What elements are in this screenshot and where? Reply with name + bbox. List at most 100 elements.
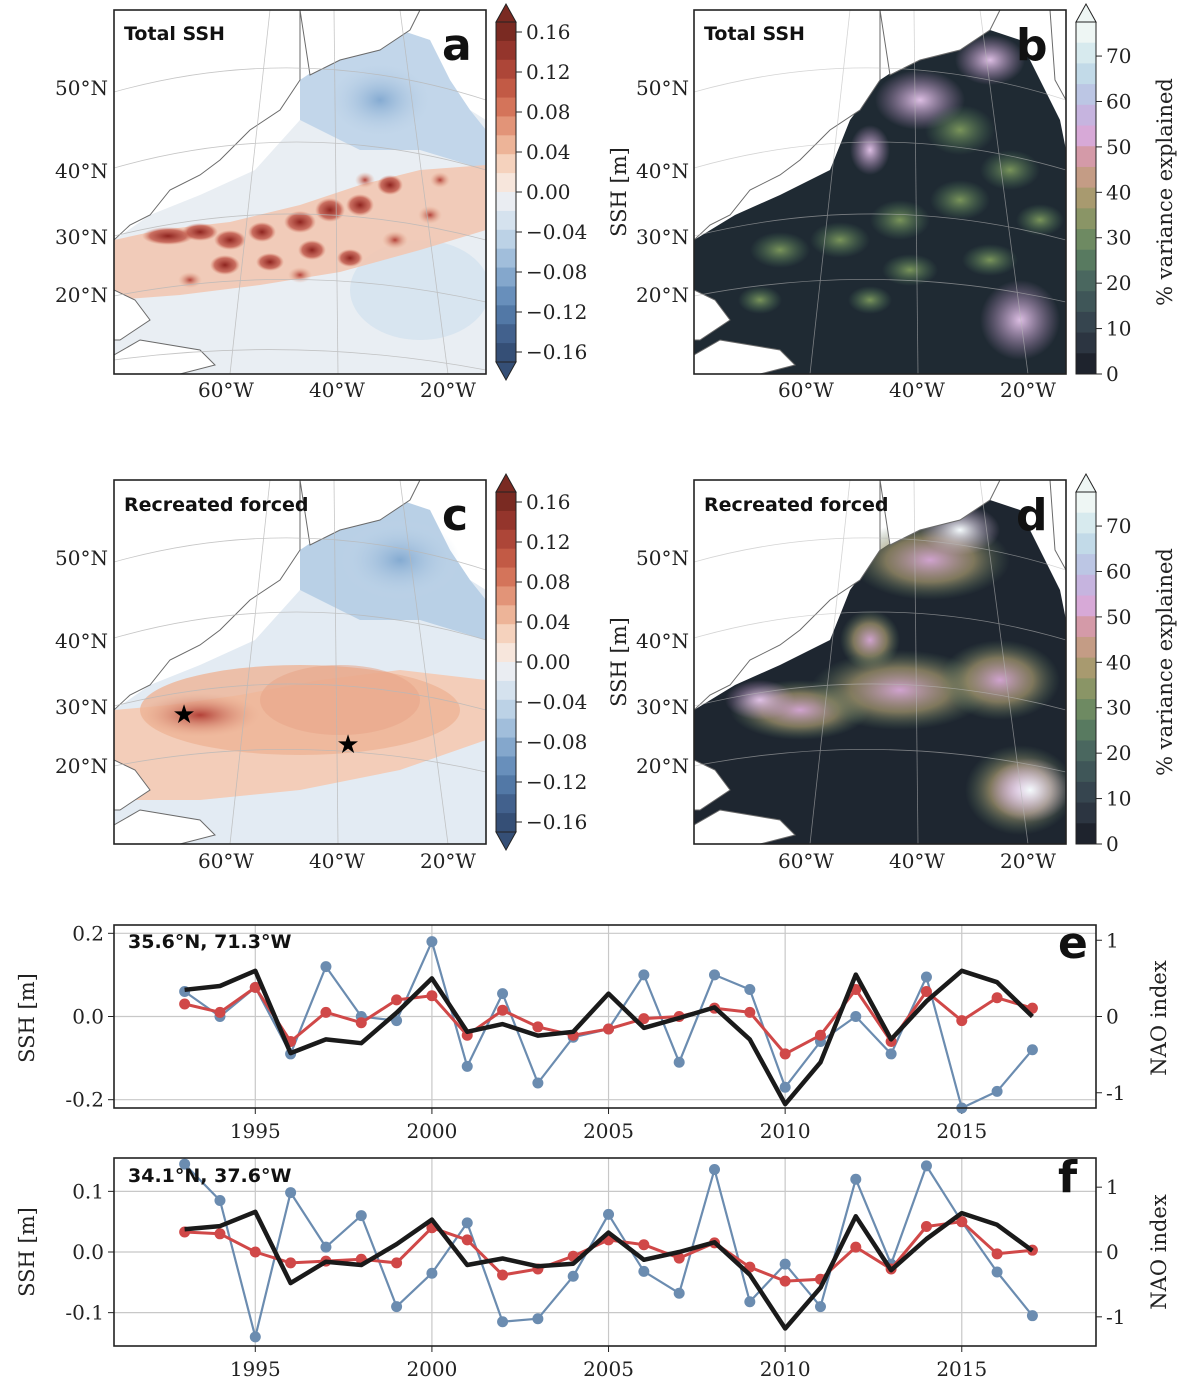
data-point-series-0 bbox=[497, 1316, 509, 1328]
data-point-series-0 bbox=[673, 1056, 685, 1068]
y2-tick-label: -1 bbox=[1106, 1081, 1125, 1105]
colorbar-swatch bbox=[1076, 802, 1096, 824]
lon-labels-b: 60°W 40°W 20°W bbox=[778, 378, 1056, 402]
colorbar-tick-label: −0.04 bbox=[526, 220, 587, 244]
colorbar-tick-label: 20 bbox=[1106, 741, 1131, 765]
colorbar-swatch bbox=[1076, 781, 1096, 804]
y2-tick-label: 0 bbox=[1106, 1240, 1119, 1264]
map-panel-a bbox=[113, 9, 487, 375]
colorbar-extend-bottom bbox=[495, 831, 517, 852]
data-point-series-0 bbox=[214, 1194, 226, 1206]
data-point-series-1 bbox=[497, 1269, 509, 1281]
data-point-series-0 bbox=[426, 1267, 438, 1279]
colorbar-swatch bbox=[1076, 42, 1096, 64]
data-point-series-0 bbox=[603, 1208, 615, 1220]
data-point-series-0 bbox=[814, 1301, 826, 1313]
lon-label: 20°W bbox=[420, 849, 476, 873]
lat-label: 40°N bbox=[55, 159, 108, 183]
colorbar-swatch bbox=[496, 286, 516, 306]
timeseries-panel-e: 1995 2000 2005 2010 2015 0.2 0.0 -0.2 1 0 -1 bbox=[65, 921, 1125, 1143]
x-tick-label: 2000 bbox=[406, 1119, 457, 1143]
lon-label: 20°W bbox=[1000, 378, 1056, 402]
colorbar-tick-label: −0.08 bbox=[526, 260, 587, 284]
lat-label: 20°N bbox=[636, 283, 689, 307]
data-point-series-1 bbox=[638, 1239, 650, 1251]
y-tick-label: -0.1 bbox=[65, 1301, 104, 1325]
data-point-series-0 bbox=[179, 1158, 191, 1170]
colorbar-tick-label: 0.08 bbox=[526, 570, 571, 594]
colorbar-tick-label: 50 bbox=[1106, 135, 1131, 159]
colorbar-ssh-c: 0.16 0.12 0.08 0.04 0.00 −0.04 −0.08 −0.12 −0.16 bbox=[495, 472, 587, 852]
colorbar-tick-label: 0.16 bbox=[526, 490, 571, 514]
y2-tick-label: -1 bbox=[1106, 1305, 1125, 1329]
data-point-series-1 bbox=[603, 1023, 615, 1035]
data-point-series-1 bbox=[920, 1221, 932, 1233]
colorbar-swatch bbox=[496, 794, 516, 814]
lat-label: 40°N bbox=[55, 629, 108, 653]
colorbar-swatch bbox=[496, 567, 516, 587]
lat-label: 30°N bbox=[55, 225, 108, 249]
colorbar-tick-label: −0.08 bbox=[526, 730, 587, 754]
colorbar-swatch bbox=[496, 40, 516, 61]
colorbar-tick-label: 0.00 bbox=[526, 180, 571, 204]
lat-labels-d: 50°N 40°N 30°N 20°N bbox=[636, 546, 689, 778]
lat-label: 40°N bbox=[636, 159, 689, 183]
colorbar-swatch bbox=[496, 605, 516, 625]
colorbar-tick-label: −0.16 bbox=[526, 810, 587, 834]
colorbar-extend-top bbox=[1075, 2, 1097, 23]
colorbar-tick-label: 70 bbox=[1106, 44, 1131, 68]
data-point-series-0 bbox=[532, 1077, 544, 1089]
colorbar-swatch bbox=[496, 97, 516, 117]
colorbar-swatch bbox=[1076, 125, 1096, 147]
data-point-series-0 bbox=[391, 1301, 403, 1313]
data-point-series-0 bbox=[320, 961, 332, 973]
colorbar-swatch bbox=[1076, 554, 1096, 576]
data-point-series-1 bbox=[249, 1246, 261, 1258]
colorbar-swatch bbox=[496, 643, 516, 663]
lat-labels-b: 50°N 40°N 30°N 20°N bbox=[636, 76, 689, 307]
data-point-series-0 bbox=[1026, 1310, 1038, 1322]
panel-letter-e: e bbox=[1058, 918, 1088, 969]
y-tick-label: 0.1 bbox=[72, 1179, 104, 1203]
data-point-series-1 bbox=[426, 990, 438, 1002]
colorbar-swatch bbox=[496, 699, 516, 720]
data-point-series-1 bbox=[532, 1021, 544, 1033]
map-panel-d bbox=[693, 479, 1067, 845]
colorbar-tick-label: 70 bbox=[1106, 514, 1131, 538]
colorbar-tick-label: 30 bbox=[1106, 226, 1131, 250]
colorbar-frame bbox=[1075, 491, 1097, 845]
lon-label: 60°W bbox=[778, 378, 834, 402]
y2-tick-label: 1 bbox=[1106, 1175, 1119, 1199]
timeseries-title-e: 35.6°N, 71.3°W bbox=[128, 931, 291, 953]
colorbar-swatch bbox=[496, 662, 516, 682]
data-point-series-1 bbox=[391, 994, 403, 1006]
colorbar-swatch bbox=[1076, 63, 1096, 85]
colorbar-extend-top bbox=[1075, 472, 1097, 493]
lon-labels-a: 60°W 40°W 20°W bbox=[198, 378, 476, 402]
lon-label: 40°W bbox=[889, 378, 945, 402]
map-title-c: Recreated forced bbox=[124, 494, 308, 516]
data-point-series-1 bbox=[920, 986, 932, 998]
data-point-series-1 bbox=[391, 1257, 403, 1269]
data-point-series-1 bbox=[850, 1241, 862, 1253]
eddy-field bbox=[142, 172, 450, 288]
data-point-series-0 bbox=[285, 1187, 297, 1199]
land-outlines bbox=[114, 480, 421, 844]
data-point-series-0 bbox=[850, 1011, 862, 1022]
colorbar-swatch bbox=[496, 680, 516, 701]
lat-label: 40°N bbox=[636, 629, 689, 653]
map-panel-b bbox=[693, 9, 1067, 375]
data-point-series-1 bbox=[779, 1275, 791, 1287]
colorbar-swatch bbox=[496, 305, 516, 325]
colorbar-swatch bbox=[496, 267, 516, 287]
colorbar-tick-label: 60 bbox=[1106, 559, 1131, 583]
data-point-series-0 bbox=[567, 1270, 579, 1282]
colorbar-label-c: SSH [m] bbox=[607, 617, 631, 707]
colorbar-tick-label: −0.04 bbox=[526, 690, 587, 714]
colorbar-swatch bbox=[1076, 657, 1096, 679]
colorbar-tick-label: 0.08 bbox=[526, 100, 571, 124]
graticule bbox=[694, 10, 1066, 374]
data-point-series-0 bbox=[744, 1296, 756, 1308]
panel-letter-c: c bbox=[442, 490, 468, 541]
